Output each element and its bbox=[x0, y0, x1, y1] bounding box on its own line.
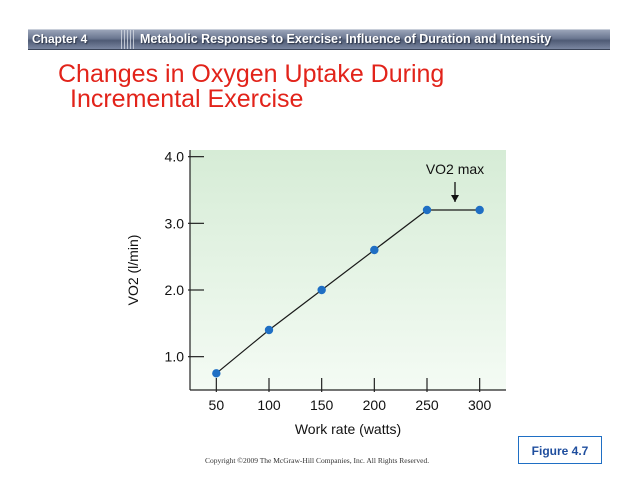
annotation-label: VO2 max bbox=[426, 161, 484, 177]
header-bar: Chapter 4 Metabolic Responses to Exercis… bbox=[28, 29, 610, 50]
slide-title-line2: Incremental Exercise bbox=[70, 85, 304, 113]
x-tick-label: 200 bbox=[363, 397, 387, 413]
annotation-arrow-head bbox=[451, 195, 459, 202]
x-tick-label: 150 bbox=[310, 397, 334, 413]
chapter-label: Chapter 4 bbox=[32, 32, 88, 46]
x-axis-label: Work rate (watts) bbox=[295, 421, 401, 437]
data-point bbox=[370, 245, 379, 255]
y-tick-label: 1.0 bbox=[165, 349, 185, 365]
series-line bbox=[215, 209, 480, 374]
header-separator bbox=[121, 30, 135, 49]
vo2-chart: 1.0 2.0 3.0 4.0 50 100 150 200 250 300 VO2 max Wo… bbox=[128, 149, 506, 437]
x-tick-label: 300 bbox=[468, 397, 492, 413]
figure-area: 1.0 2.0 3.0 4.0 50 100 150 200 250 300 VO2 max Wo… bbox=[128, 140, 510, 440]
x-tick-label: 250 bbox=[415, 397, 439, 413]
data-point bbox=[264, 325, 274, 335]
data-point bbox=[422, 205, 432, 215]
figure-label: Figure 4.7 bbox=[518, 436, 602, 464]
y-tick-label: 2.0 bbox=[165, 282, 185, 298]
slide-title-line1: Changes in Oxygen Uptake During bbox=[58, 60, 445, 88]
x-tick-label: 100 bbox=[257, 397, 281, 413]
data-point bbox=[475, 205, 484, 215]
copyright-text: Copyright ©2009 The McGraw-Hill Companie… bbox=[205, 456, 430, 465]
header-title: Metabolic Responses to Exercise: Influen… bbox=[140, 32, 552, 46]
data-point bbox=[212, 369, 221, 378]
y-tick-label: 3.0 bbox=[165, 215, 185, 231]
data-point bbox=[317, 285, 326, 295]
y-tick-label: 4.0 bbox=[165, 149, 185, 165]
slide-title: Changes in Oxygen Uptake During Incremen… bbox=[58, 62, 444, 112]
x-tick-label: 50 bbox=[209, 397, 225, 413]
y-axis-label: VO2 (l/min) bbox=[128, 235, 141, 306]
